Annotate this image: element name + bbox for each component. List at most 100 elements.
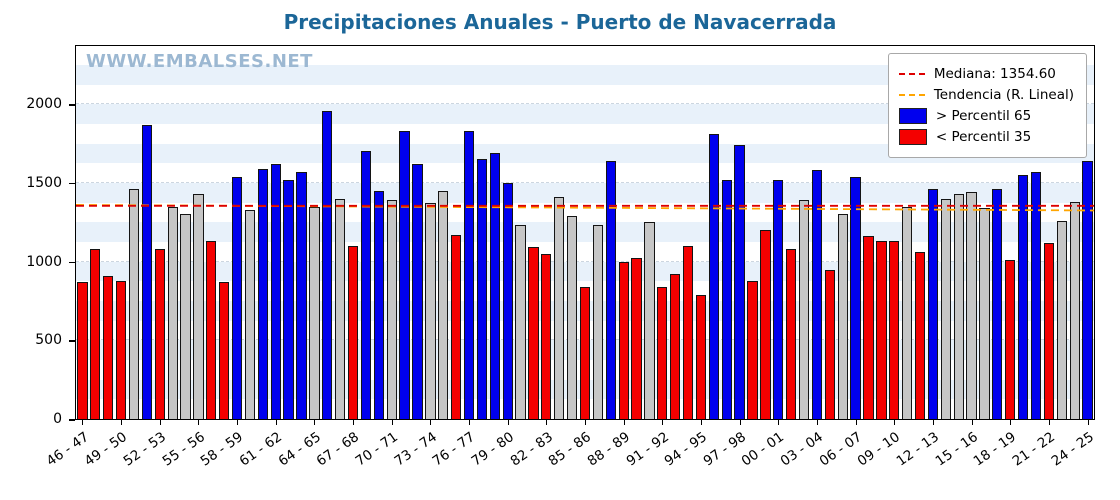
x-tick-label: 00 - 01	[739, 429, 788, 470]
bar-94-95	[695, 294, 707, 419]
bar-86-87	[592, 225, 604, 419]
x-tick-label: 64 - 65	[275, 429, 324, 470]
bar-08-09	[876, 241, 887, 419]
x-tick-label: 15 - 16	[932, 429, 981, 470]
background-stripe	[76, 64, 1094, 85]
bar-82-83	[541, 253, 552, 419]
bar-96-97	[721, 179, 732, 419]
watermark: WWW.EMBALSES.NET	[86, 51, 313, 72]
x-tick-label: 46 - 47	[43, 429, 92, 470]
bar-89-90	[631, 258, 642, 419]
x-tick-label: 70 - 71	[352, 429, 401, 470]
bar-62-63	[283, 179, 294, 419]
blue-swatch-icon	[898, 108, 927, 124]
bar-09-10	[889, 241, 900, 419]
bar-50-51	[128, 189, 140, 419]
legend-item-below-percentile: < Percentil 35	[898, 129, 1074, 145]
x-axis: 46 - 47 49 - 50 52 - 53 55 - 56 58 - 59 61 - …	[43, 420, 1097, 498]
bar-20-21	[1030, 171, 1042, 419]
x-tick-label: 91 - 92	[623, 429, 672, 470]
x-tick-mark	[82, 420, 84, 425]
x-tick-mark	[237, 420, 239, 425]
x-tick-label: 09 - 10	[855, 429, 904, 470]
y-tick-mark	[69, 182, 75, 185]
y-axis: 0 500 1000 1500 2000	[0, 45, 75, 427]
x-tick-label: 06 - 07	[816, 429, 865, 470]
bar-72-73	[412, 164, 423, 419]
x-tick-label: 94 - 95	[661, 429, 711, 470]
trend-dashed-line-icon	[898, 94, 925, 96]
bar-93-94	[682, 245, 694, 419]
bar-90-91	[644, 222, 655, 419]
red-swatch-icon	[898, 129, 927, 145]
y-tick-label: 2000	[26, 96, 62, 113]
legend-item-above-percentile: > Percentil 65	[898, 108, 1074, 124]
x-tick-label: 97 - 98	[700, 429, 749, 470]
y-tick-label: 500	[35, 332, 62, 349]
x-tick-mark	[121, 420, 123, 425]
x-tick-mark	[275, 420, 277, 425]
bar-11-12	[914, 252, 926, 419]
x-tick-label: 88 - 89	[584, 429, 633, 470]
bar-18-19	[1005, 260, 1016, 419]
bar-12-13	[927, 189, 939, 419]
x-tick-label: 18 - 19	[971, 429, 1020, 470]
x-tick-mark	[469, 420, 471, 425]
legend-below-label: < Percentil 35	[935, 129, 1032, 145]
bar-81-82	[528, 247, 539, 419]
bar-87-88	[605, 160, 616, 419]
gridline	[76, 260, 1094, 262]
background-stripe	[76, 46, 1094, 65]
bar-17-18	[992, 189, 1003, 419]
bar-02-03	[798, 200, 810, 419]
bar-57-58	[219, 282, 230, 419]
bar-78-79	[489, 153, 500, 419]
y-tick-mark	[69, 340, 75, 342]
x-tick-label: 79 - 80	[468, 429, 517, 470]
x-tick-label: 82 - 83	[507, 429, 556, 470]
bar-99-00	[760, 230, 771, 419]
x-tick-mark	[932, 420, 934, 425]
bar-24-25	[1082, 160, 1093, 419]
x-tick-label: 76 - 77	[429, 429, 479, 470]
bar-53-54	[167, 206, 178, 419]
bar-92-93	[670, 274, 681, 419]
bar-04-05	[824, 269, 835, 419]
bar-10-11	[902, 206, 913, 419]
x-tick-mark	[1010, 420, 1012, 425]
bar-95-96	[708, 134, 719, 419]
bar-00-01	[773, 179, 784, 419]
bar-56-57	[206, 241, 217, 419]
x-tick-label: 52 - 53	[120, 429, 169, 470]
bar-66-67	[335, 198, 346, 419]
bar-80-81	[515, 225, 526, 419]
chart-title: Precipitaciones Anuales - Puerto de Nava…	[283, 10, 837, 34]
bar-91-92	[657, 286, 668, 419]
x-tick-label: 21 - 22	[1009, 429, 1059, 470]
x-tick-mark	[1087, 420, 1089, 425]
bar-75-76	[450, 234, 462, 419]
bar-47-48	[90, 249, 101, 419]
bar-73-74	[425, 202, 436, 419]
bar-67-68	[347, 245, 359, 419]
bar-54-55	[180, 214, 191, 419]
x-tick-mark	[739, 420, 741, 425]
x-tick-mark	[778, 420, 780, 425]
bar-55-56	[193, 193, 204, 419]
x-tick-mark	[546, 420, 548, 425]
bar-61-62	[270, 164, 281, 419]
bar-88-89	[618, 261, 629, 419]
bar-48-49	[103, 275, 114, 419]
y-tick-label: 1500	[26, 174, 62, 191]
bar-84-85	[566, 215, 578, 419]
bar-59-60	[244, 209, 256, 419]
bar-60-61	[257, 168, 268, 419]
bar-70-71	[386, 200, 397, 419]
bar-65-66	[322, 110, 333, 419]
x-tick-mark	[894, 420, 896, 425]
bar-74-75	[438, 190, 449, 419]
legend-above-label: > Percentil 65	[935, 108, 1032, 124]
bar-16-17	[979, 208, 990, 419]
bar-98-99	[747, 280, 758, 419]
